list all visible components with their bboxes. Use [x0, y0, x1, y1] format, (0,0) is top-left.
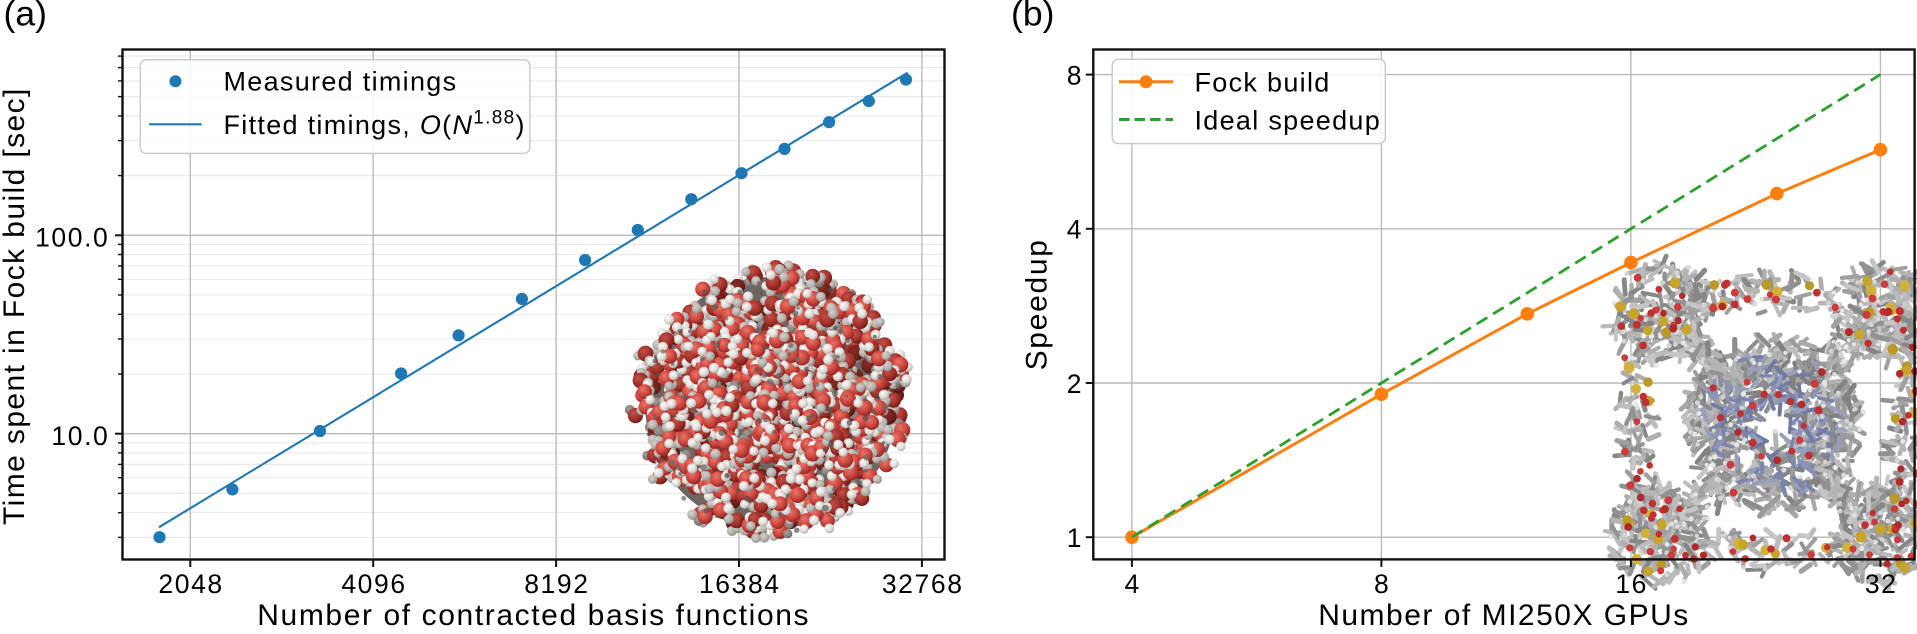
svg-text:4: 4 [1067, 215, 1082, 245]
svg-text:Number of MI250X GPUs: Number of MI250X GPUs [1318, 599, 1690, 629]
svg-text:Ideal speedup: Ideal speedup [1195, 105, 1382, 135]
svg-text:2048: 2048 [158, 569, 223, 599]
svg-text:Fock build: Fock build [1195, 68, 1331, 98]
svg-text:16: 16 [1615, 569, 1648, 599]
svg-text:8192: 8192 [524, 569, 589, 599]
svg-text:32768: 32768 [882, 569, 964, 599]
svg-text:(b): (b) [1011, 0, 1054, 34]
svg-text:32: 32 [1865, 569, 1898, 599]
svg-text:2: 2 [1067, 369, 1082, 399]
svg-text:10.0: 10.0 [51, 421, 109, 451]
svg-text:Time spent in Fock build [sec]: Time spent in Fock build [sec] [0, 87, 31, 525]
svg-text:Measured timings: Measured timings [224, 67, 458, 97]
svg-text:100.0: 100.0 [35, 223, 109, 253]
svg-text:Number of contracted basis fun: Number of contracted basis functions [257, 599, 810, 629]
svg-text:16384: 16384 [699, 569, 781, 599]
svg-text:1: 1 [1067, 523, 1082, 553]
svg-text:8: 8 [1067, 60, 1082, 90]
svg-text:4096: 4096 [341, 569, 406, 599]
svg-text:4: 4 [1125, 569, 1141, 599]
svg-text:Speedup: Speedup [1021, 238, 1054, 370]
svg-text:8: 8 [1374, 569, 1390, 599]
svg-text:(a): (a) [4, 0, 47, 34]
